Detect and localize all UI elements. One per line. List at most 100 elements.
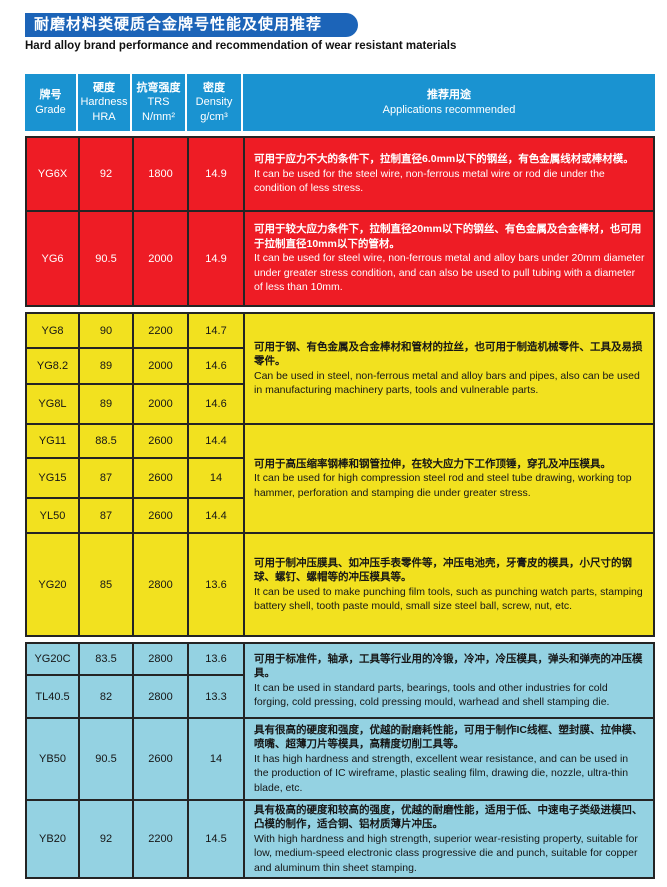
- hardness-cell: 89: [80, 349, 132, 383]
- density-cell: 14.6: [189, 349, 243, 383]
- header-grade-en: Grade: [35, 103, 66, 116]
- grade-cell: YG6X: [27, 138, 78, 210]
- hardness-cell: 88.5: [80, 425, 132, 457]
- density-cell: 14: [189, 719, 243, 799]
- grade-cell: YG20C: [27, 644, 78, 674]
- grade-group-yg6x: 可用于应力不大的条件下，拉制直径6.0mm以下的钢丝，有色金属线材或棒材模。 I…: [27, 138, 653, 210]
- application-zh: 可用于钢、有色金属及合金棒材和管材的拉丝，也可用于制造机械零件、工具及易损零件。: [254, 340, 643, 368]
- header-applications-en: Applications recommended: [382, 103, 516, 116]
- application-zh: 可用于高压缩率钢棒和钢管拉伸，在较大应力下工作顶锤，穿孔及冲压模具。: [254, 457, 611, 470]
- trs-cell: 2800: [134, 644, 187, 674]
- trs-cell: 2600: [134, 719, 187, 799]
- density-cell: 14: [189, 459, 243, 497]
- header-hardness-en: Hardness: [80, 96, 128, 109]
- header-trs-en: TRS: [147, 96, 170, 109]
- applications-cell: 具有极高的硬度和较高的强度，优越的耐磨性能，适用于低、中速电子类级进模凹、凸模的…: [245, 801, 653, 877]
- grade-cell: YL50: [27, 499, 78, 532]
- application-zh: 可用于制冲压膜具、如冲压手表零件等，冲压电池壳，牙膏皮的模具，小尺寸的钢球、螺钉…: [254, 556, 632, 584]
- header-trs: 抗弯强度 TRS N/mm²: [132, 74, 185, 131]
- application-zh: 可用于较大应力条件下，拉制直径20mm以下的钢丝、有色金属及合金棒材，也可用于拉…: [254, 223, 642, 250]
- grade-cell: YB50: [27, 719, 78, 799]
- grade-cell: YG11: [27, 425, 78, 457]
- trs-cell: 2200: [134, 314, 187, 347]
- trs-cell: 2800: [134, 676, 187, 717]
- grade-group-yg20: 可用于制冲压膜具、如冲压手表零件等，冲压电池壳，牙膏皮的模具，小尺寸的钢球、螺钉…: [27, 534, 653, 635]
- header-density-zh: 密度: [203, 82, 225, 95]
- applications-cell: 具有很高的硬度和强度，优越的耐磨耗性能，可用于制作IC线框、塑封膜、拉伸模、喷嘴…: [245, 719, 653, 799]
- application-en: It can be used for steel wire, non-ferro…: [254, 252, 645, 294]
- application-en: It can be used for the steel wire, non-f…: [254, 167, 605, 195]
- hardness-cell: 92: [80, 801, 132, 877]
- application-en: It has high hardness and strength, excel…: [254, 752, 629, 794]
- density-cell: 13.6: [189, 644, 243, 674]
- application-en: It can be used for high compression stee…: [254, 472, 632, 499]
- trs-cell: 2000: [134, 385, 187, 423]
- header-trs-zh: 抗弯强度: [136, 82, 181, 95]
- grade-group-yg8: 可用于钢、有色金属及合金棒材和管材的拉丝，也可用于制造机械零件、工具及易损零件。…: [27, 314, 653, 423]
- grade-cell: YG8.2: [27, 349, 78, 383]
- header-hardness-zh: 硬度: [93, 82, 115, 95]
- section-yellow: 可用于钢、有色金属及合金棒材和管材的拉丝，也可用于制造机械零件、工具及易损零件。…: [25, 312, 655, 637]
- hardness-cell: 90.5: [80, 719, 132, 799]
- applications-cell: 可用于标准件，轴承，工具等行业用的冷锻，冷冲，冷压模具，弹头和弹壳的冲压模具。 …: [245, 644, 653, 717]
- trs-cell: 2600: [134, 425, 187, 457]
- grade-cell: TL40.5: [27, 676, 78, 717]
- density-cell: 14.5: [189, 801, 243, 877]
- trs-cell: 2000: [134, 212, 187, 305]
- grade-group-yg6: 可用于较大应力条件下，拉制直径20mm以下的钢丝、有色金属及合金棒材，也可用于拉…: [27, 212, 653, 305]
- hardness-cell: 87: [80, 459, 132, 497]
- application-zh: 具有极高的硬度和较高的强度，优越的耐磨性能，适用于低、中速电子类级进模凹、凸模的…: [254, 803, 643, 831]
- hardness-cell: 90.5: [80, 212, 132, 305]
- density-cell: 14.9: [189, 138, 243, 210]
- header-hardness: 硬度 Hardness HRA: [78, 74, 130, 131]
- application-en: Can be used in steel, non-ferrous metal …: [254, 369, 640, 396]
- hardness-cell: 92: [80, 138, 132, 210]
- application-zh: 具有很高的硬度和强度，优越的耐磨耗性能，可用于制作IC线框、塑封膜、拉伸模、喷嘴…: [254, 723, 643, 751]
- grade-group-yg20c: 可用于标准件，轴承，工具等行业用的冷锻，冷冲，冷压模具，弹头和弹壳的冲压模具。 …: [27, 644, 653, 717]
- page-subtitle: Hard alloy brand performance and recomme…: [25, 40, 457, 52]
- application-en: With high hardness and high strength, su…: [254, 832, 638, 874]
- grade-cell: YB20: [27, 801, 78, 877]
- header-hardness-unit: HRA: [92, 110, 116, 123]
- hardness-cell: 83.5: [80, 644, 132, 674]
- application-en: It can be used to make punching film too…: [254, 585, 643, 612]
- spec-table: 牌号 Grade 硬度 Hardness HRA 抗弯强度 TRS N/mm² …: [25, 74, 655, 879]
- grade-cell: YG20: [27, 534, 78, 635]
- density-cell: 14.9: [189, 212, 243, 305]
- header-trs-unit: N/mm²: [142, 110, 175, 123]
- applications-cell: 可用于制冲压膜具、如冲压手表零件等，冲压电池壳，牙膏皮的模具，小尺寸的钢球、螺钉…: [245, 534, 653, 635]
- grade-cell: YG15: [27, 459, 78, 497]
- header-grade-zh: 牌号: [39, 89, 62, 102]
- trs-cell: 2600: [134, 499, 187, 532]
- trs-cell: 1800: [134, 138, 187, 210]
- grade-cell: YG8: [27, 314, 78, 347]
- header-density-en: Density: [195, 96, 233, 109]
- section-red: 可用于应力不大的条件下，拉制直径6.0mm以下的钢丝，有色金属线材或棒材模。 I…: [25, 136, 655, 307]
- grade-group-yb20: 具有极高的硬度和较高的强度，优越的耐磨性能，适用于低、中速电子类级进模凹、凸模的…: [27, 801, 653, 877]
- density-cell: 14.7: [189, 314, 243, 347]
- section-light-blue: 可用于标准件，轴承，工具等行业用的冷锻，冷冲，冷压模具，弹头和弹壳的冲压模具。 …: [25, 642, 655, 879]
- hardness-cell: 85: [80, 534, 132, 635]
- grade-group-yb50: 具有很高的硬度和强度，优越的耐磨耗性能，可用于制作IC线框、塑封膜、拉伸模、喷嘴…: [27, 719, 653, 799]
- header-applications: 推荐用途 Applications recommended: [243, 74, 655, 131]
- grade-group-yg11: 可用于高压缩率钢棒和钢管拉伸，在较大应力下工作顶锤，穿孔及冲压模具。 It ca…: [27, 425, 653, 532]
- header-applications-zh: 推荐用途: [427, 89, 471, 102]
- density-cell: 14.4: [189, 499, 243, 532]
- hardness-cell: 82: [80, 676, 132, 717]
- applications-cell: 可用于钢、有色金属及合金棒材和管材的拉丝，也可用于制造机械零件、工具及易损零件。…: [245, 314, 653, 423]
- grade-cell: YG8L: [27, 385, 78, 423]
- hardness-cell: 90: [80, 314, 132, 347]
- applications-cell: 可用于高压缩率钢棒和钢管拉伸，在较大应力下工作顶锤，穿孔及冲压模具。 It ca…: [245, 425, 653, 532]
- grade-cell: YG6: [27, 212, 78, 305]
- applications-cell: 可用于应力不大的条件下，拉制直径6.0mm以下的钢丝，有色金属线材或棒材模。 I…: [245, 138, 653, 210]
- header-density: 密度 Density g/cm³: [187, 74, 241, 131]
- application-zh: 可用于标准件，轴承，工具等行业用的冷锻，冷冲，冷压模具，弹头和弹壳的冲压模具。: [254, 652, 643, 680]
- hardness-cell: 89: [80, 385, 132, 423]
- density-cell: 13.6: [189, 534, 243, 635]
- application-en: It can be used in standard parts, bearin…: [254, 681, 610, 708]
- header-grade: 牌号 Grade: [25, 74, 76, 131]
- density-cell: 13.3: [189, 676, 243, 717]
- trs-cell: 2600: [134, 459, 187, 497]
- applications-cell: 可用于较大应力条件下，拉制直径20mm以下的钢丝、有色金属及合金棒材，也可用于拉…: [245, 212, 653, 305]
- page-title: 耐磨材料类硬质合金牌号性能及使用推荐: [25, 13, 358, 37]
